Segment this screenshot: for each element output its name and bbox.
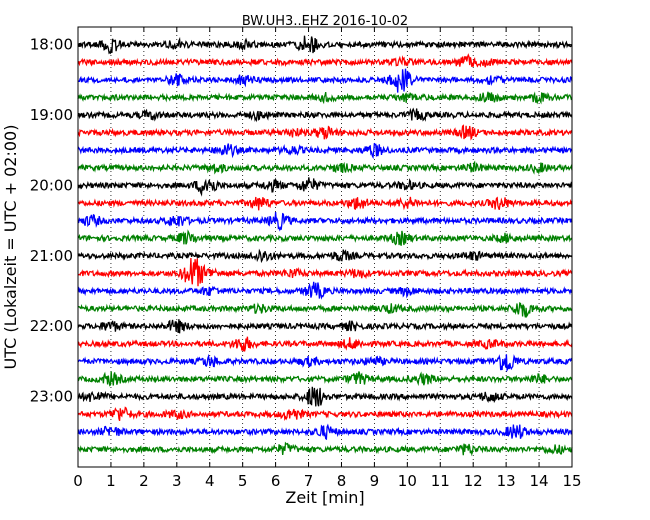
trace-line [77,248,573,264]
x-tick-label: 4 [205,472,215,490]
y-tick-label: 18:00 [30,36,73,54]
x-tick-label: 14 [530,472,549,490]
x-tick-label: 8 [337,472,347,490]
trace-line [77,441,573,457]
trace-line [77,423,573,441]
x-tick-label: 15 [562,472,581,490]
trace-line [77,353,573,373]
y-tick-label: 23:00 [30,388,73,406]
x-tick-label: 5 [238,472,248,490]
x-tick-label: 10 [398,472,417,490]
y-tick-label: 21:00 [30,247,73,265]
trace-line [78,212,573,232]
trace-line [77,177,573,197]
trace-line [77,257,573,287]
y-tick-label: 22:00 [30,317,73,335]
trace-line [77,142,573,160]
x-tick-label: 3 [172,472,182,490]
x-tick-label: 1 [106,472,116,490]
trace-lines [77,35,573,457]
x-tick-label: 11 [431,472,450,490]
trace-line [77,336,573,352]
x-tick-label: 12 [464,472,483,490]
x-tick-label: 7 [304,472,314,490]
trace-line [77,229,573,246]
trace-line [77,302,573,319]
axis-ticks: 0 1 2 3 4 5 6 7 8 9 10 11 12 13 14 1518:0019:0020:0021:… [30,27,582,490]
x-axis-label: Zeit [min] [285,488,364,507]
y-tick-label: 19:00 [30,106,73,124]
trace-line [77,386,573,407]
plot-frame [77,26,573,468]
trace-line [77,124,573,141]
trace-line [77,319,573,334]
trace-line [77,68,573,93]
x-tick-label: 0 [73,472,83,490]
x-tick-label: 13 [497,472,516,490]
trace-line [77,107,573,123]
trace-line [77,160,573,175]
x-tick-label: 2 [139,472,149,490]
trace-line [77,91,573,105]
trace-line [77,371,573,387]
y-axis-label: UTC (Lokalzeit = UTC + 02:00) [1,125,20,370]
x-tick-label: 9 [370,472,380,490]
trace-line [77,35,573,55]
trace-line [77,281,573,300]
trace-line [77,406,573,422]
chart-title: BW.UH3..EHZ 2016-10-02 [242,14,408,29]
x-tick-label: 6 [271,472,281,490]
y-tick-label: 20:00 [30,176,73,194]
trace-line [77,53,573,68]
trace-line [77,196,573,211]
grid-lines [110,27,540,467]
